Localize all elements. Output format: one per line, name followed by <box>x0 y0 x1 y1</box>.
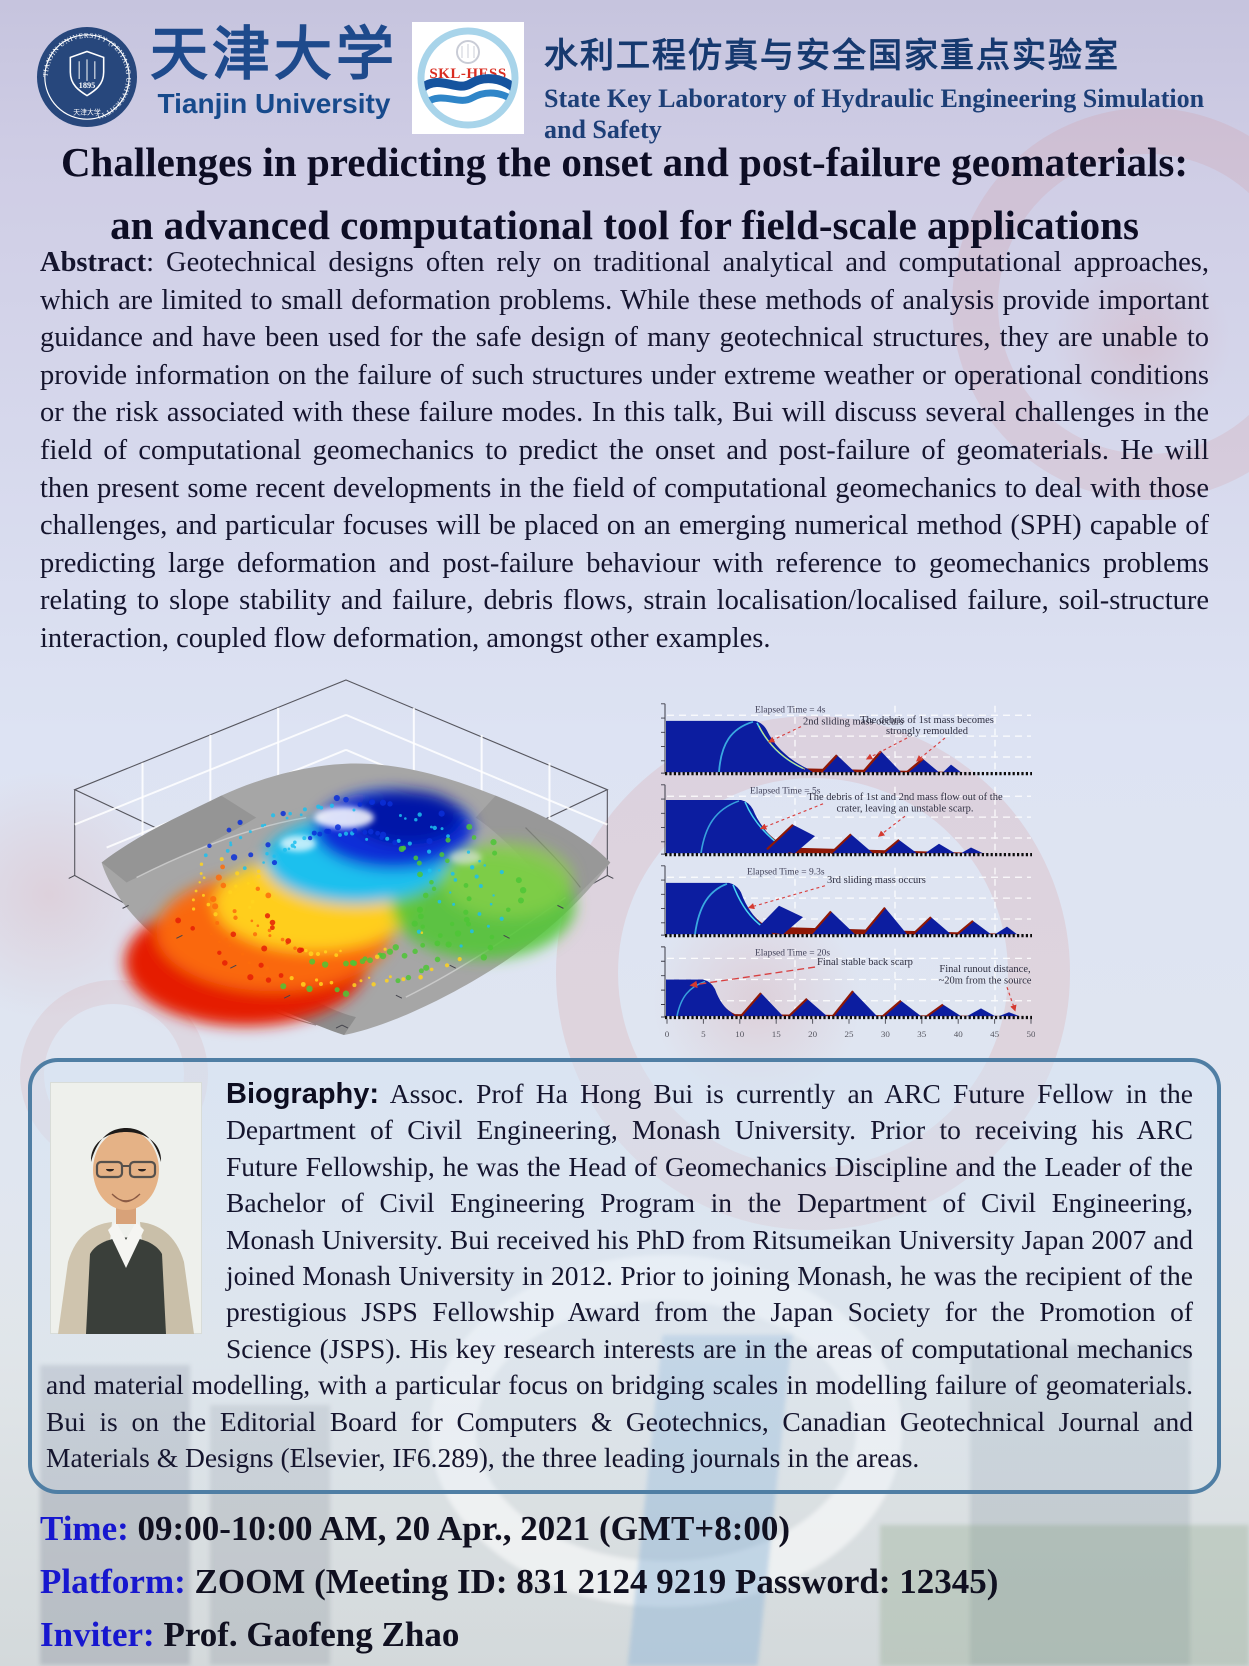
laboratory-name-block: 水利工程仿真与安全国家重点实验室 State Key Laboratory of… <box>544 22 1204 145</box>
svg-text:35: 35 <box>917 1029 927 1039</box>
biography-label: Biography: <box>226 1078 380 1110</box>
svg-text:15: 15 <box>772 1029 782 1039</box>
university-name-chinese: 天津大学 <box>149 20 398 88</box>
svg-text:30: 30 <box>881 1029 891 1039</box>
laboratory-name-english-line2: and Safety <box>544 115 662 144</box>
annotation: The debris of 1st and 2nd mass flow out … <box>807 792 1003 803</box>
simulation-panel-3: Elapsed Time = 9.3s 3rd sliding mass occ… <box>661 865 1032 938</box>
annotation: Final stable back scarp <box>817 957 913 968</box>
laboratory-name-english: State Key Laboratory of Hydraulic Engine… <box>544 83 1204 145</box>
svg-text:25: 25 <box>845 1029 855 1039</box>
annotation: strongly remoulded <box>886 726 968 737</box>
inviter-value: Prof. Gaofeng Zhao <box>163 1615 460 1654</box>
svg-text:20: 20 <box>808 1029 818 1039</box>
time-value: 09:00-10:00 AM, 20 Apr., 2021 (GMT+8:00) <box>137 1509 791 1548</box>
soil-mass <box>666 800 789 854</box>
annotation: crater, leaving an unstable scarp. <box>836 804 973 815</box>
university-name-block: 天津大学 Tianjin University <box>148 22 400 120</box>
landslide-3d-figure <box>42 668 650 1052</box>
svg-text:50: 50 <box>1027 1029 1035 1039</box>
skl-hess-logo-icon: SKL-HESS <box>412 22 524 134</box>
annotation: The debris of 1st mass becomes <box>860 715 994 726</box>
panel-time-label: Elapsed Time = 4s <box>755 706 826 716</box>
seal-bottom-text: 天津大学 <box>73 107 101 116</box>
laboratory-name-chinese: 水利工程仿真与安全国家重点实验室 <box>544 36 1120 76</box>
simulation-panel-4: Elapsed Time = 20s Final stable back sca… <box>661 946 1035 1039</box>
talk-title-line2: an advanced computational tool for field… <box>110 202 1139 248</box>
event-details: Time: 09:00-10:00 AM, 20 Apr., 2021 (GMT… <box>40 1502 998 1661</box>
simulation-panel-2: Elapsed Time = 5s The debris of 1st and … <box>661 784 1032 857</box>
simulation-panel-1: Elapsed Time = 4s 2nd sliding mass occur… <box>661 703 1032 776</box>
debris-blocks <box>741 991 1019 1017</box>
annotation: ~20m from the source <box>939 976 1032 987</box>
svg-text:45: 45 <box>990 1029 1000 1039</box>
inviter-label: Inviter: <box>40 1615 164 1654</box>
biography-text: Assoc. Prof Ha Hong Bui is currently an … <box>46 1078 1193 1474</box>
annotation: 3rd sliding mass occurs <box>827 875 926 886</box>
inviter-row: Inviter: Prof. Gaofeng Zhao <box>40 1608 998 1661</box>
panel-time-label: Elapsed Time = 5s <box>750 787 821 797</box>
cloud-speckles <box>175 794 527 997</box>
debris-blocks <box>767 824 983 854</box>
biography-paragraph: Biography: Assoc. Prof Ha Hong Bui is cu… <box>46 1076 1193 1476</box>
talk-title: Challenges in predicting the onset and p… <box>0 138 1249 249</box>
axis-ticks-3d <box>68 875 614 1029</box>
header: TIANJIN UNIVERSITY (PEIYANG UNIVERSITY) … <box>36 22 1225 145</box>
abstract-label: Abstract <box>40 247 147 278</box>
svg-text:40: 40 <box>954 1029 964 1039</box>
talk-title-line1: Challenges in predicting the onset and p… <box>60 139 1189 185</box>
svg-text:0: 0 <box>665 1029 670 1039</box>
landslide-3d-plot <box>68 679 614 1036</box>
sph-point-cloud <box>124 789 576 1027</box>
time-label: Time: <box>40 1509 138 1548</box>
debris-blocks <box>821 751 961 773</box>
abstract-paragraph: Abstract: Geotechnical designs often rel… <box>40 244 1209 658</box>
simulation-panels-figure: Elapsed Time = 4s 2nd sliding mass occur… <box>655 700 1035 1048</box>
annotation: Final runout distance, <box>939 964 1030 975</box>
platform-label: Platform: <box>40 1562 195 1601</box>
biography-box: Biography: Assoc. Prof Ha Hong Bui is cu… <box>28 1058 1221 1494</box>
debris-blocks <box>755 905 1017 935</box>
abstract-text: : Geotechnical designs often rely on tra… <box>40 247 1209 654</box>
platform-value: ZOOM (Meeting ID: 831 2124 9219 Password… <box>194 1562 999 1601</box>
university-name-english: Tianjin University <box>157 88 391 119</box>
svg-text:5: 5 <box>701 1029 706 1039</box>
seal-year: 1895 <box>79 81 96 90</box>
svg-text:10: 10 <box>735 1029 745 1039</box>
speaker-photo <box>50 1082 202 1334</box>
panel-time-label: Elapsed Time = 20s <box>755 949 831 959</box>
platform-row: Platform: ZOOM (Meeting ID: 831 2124 921… <box>40 1555 998 1608</box>
soil-mass <box>666 720 813 773</box>
laboratory-name-english-line1: State Key Laboratory of Hydraulic Engine… <box>544 84 1205 113</box>
tianjin-university-seal-icon: TIANJIN UNIVERSITY (PEIYANG UNIVERSITY) … <box>36 26 138 128</box>
x-axis-ticks: 0 5 10 15 20 25 30 35 40 45 50 <box>665 1018 1035 1039</box>
annotation: 2nd sliding mass occurs <box>803 717 904 728</box>
panel-time-label: Elapsed Time = 9.3s <box>747 868 825 878</box>
time-row: Time: 09:00-10:00 AM, 20 Apr., 2021 (GMT… <box>40 1502 998 1555</box>
soil-mass <box>666 882 773 935</box>
soil-mass <box>666 979 735 1017</box>
